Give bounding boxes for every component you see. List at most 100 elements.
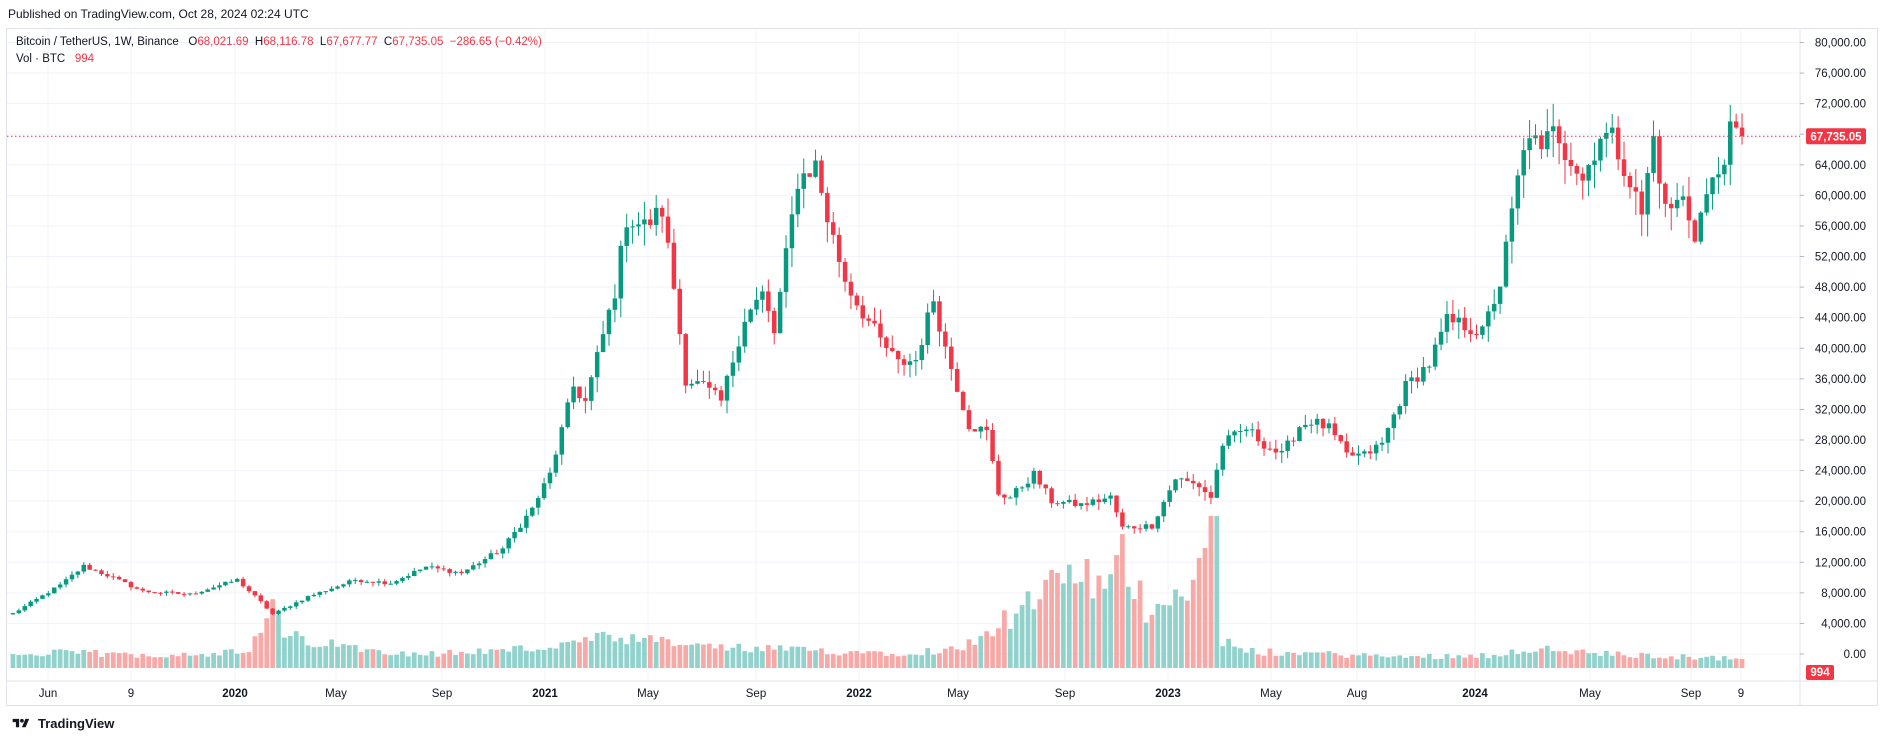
volume-bar — [878, 651, 883, 668]
candle-body — [683, 334, 688, 386]
candle-body — [1232, 431, 1237, 436]
volume-bar — [1615, 651, 1621, 668]
candle-body — [16, 610, 22, 614]
candle-body — [1710, 177, 1715, 195]
candle-body — [1061, 502, 1066, 504]
candle-body — [1055, 503, 1060, 505]
volume-bar — [441, 653, 447, 668]
volume-bar — [1497, 656, 1503, 668]
candle-body — [175, 592, 181, 594]
volume-bar — [1031, 609, 1037, 668]
candle-body — [258, 595, 264, 602]
volume-bar — [99, 656, 104, 668]
candle-body — [152, 592, 157, 594]
volume-bar — [1409, 656, 1414, 668]
volume-bar — [1190, 579, 1196, 668]
candle-body — [181, 593, 187, 595]
candle-body — [1539, 135, 1544, 150]
candle-body — [199, 591, 205, 594]
volume-bar — [1544, 645, 1550, 668]
candle-body — [1167, 490, 1172, 502]
volume-bar — [842, 653, 848, 668]
candle-body — [122, 579, 128, 583]
volume-bar — [795, 646, 801, 668]
candle-body — [630, 226, 635, 228]
candle-body — [441, 568, 446, 570]
volume-bar — [1362, 653, 1367, 668]
volume-bar — [583, 637, 588, 668]
volume-bar — [411, 652, 417, 668]
volume-bar — [93, 649, 98, 668]
volume-bar — [270, 599, 275, 668]
volume-bar — [748, 652, 753, 668]
volume-bar — [22, 654, 28, 668]
volume-bar — [169, 654, 175, 668]
volume-bar — [624, 644, 630, 668]
volume-bar — [1521, 651, 1527, 668]
candle-body — [984, 426, 989, 430]
volume-bar — [1179, 596, 1184, 668]
candle-body — [1379, 442, 1385, 445]
candle-body — [665, 216, 671, 243]
candle-body — [547, 472, 553, 484]
volume-bar — [34, 655, 39, 668]
volume-bar — [1220, 646, 1226, 668]
time-tick-label: 2021 — [532, 688, 558, 700]
candle-body — [506, 538, 511, 549]
volume-bar — [1002, 610, 1007, 668]
high-label: H — [254, 36, 264, 48]
candle-body — [1261, 441, 1267, 449]
candle-body — [358, 580, 364, 583]
volume-bar — [1019, 605, 1025, 668]
candle-body — [642, 219, 647, 225]
candle-body — [282, 607, 287, 611]
time-tick-label: 2020 — [222, 688, 248, 700]
candle-body — [1049, 488, 1054, 504]
candle-body — [1037, 470, 1043, 485]
volume-badge-label: 994 — [1810, 667, 1830, 679]
volume-bar — [258, 632, 264, 668]
volume-bar — [712, 648, 718, 668]
candle-body — [1096, 499, 1102, 502]
volume-bar — [577, 642, 582, 668]
candle-body — [577, 386, 582, 399]
candle-body — [1639, 191, 1644, 215]
chart-frame — [6, 28, 1878, 706]
volume-bar — [925, 648, 931, 668]
volume-bar — [476, 648, 482, 668]
volume-bar — [228, 649, 234, 668]
volume-bar — [854, 650, 860, 668]
open-label: O — [188, 36, 198, 48]
volume-bar — [470, 654, 476, 668]
last-price-badge-label: 67,735.05 — [1810, 131, 1862, 143]
candle-body — [1291, 440, 1296, 442]
volume-bar — [63, 650, 69, 668]
time-tick-label: 2023 — [1155, 688, 1181, 700]
candle-body — [1373, 444, 1379, 454]
price-tick-label: 60,000.00 — [1815, 190, 1866, 202]
candle-body — [1604, 132, 1609, 139]
volume-bar — [1013, 613, 1019, 668]
volume-label[interactable]: Vol · BTC — [16, 53, 66, 65]
volume-bar — [1320, 652, 1326, 668]
candle-body — [648, 219, 653, 225]
candle-body — [943, 331, 948, 347]
candle-body — [1314, 418, 1320, 425]
time-tick-label: Aug — [1347, 688, 1367, 700]
candle-body — [288, 606, 293, 608]
candle-body — [1279, 450, 1284, 453]
volume-bar — [706, 643, 712, 668]
volume-bar — [518, 645, 523, 668]
volume-bar — [754, 646, 759, 668]
volume-bar — [1603, 651, 1609, 668]
candle-body — [217, 585, 222, 588]
candle-body — [1450, 313, 1456, 323]
candle-body — [754, 299, 759, 310]
volume-bar — [860, 653, 866, 668]
tradingview-logo[interactable]: TradingView — [10, 716, 114, 731]
volume-bar — [1580, 649, 1586, 668]
symbol-label[interactable]: Bitcoin / TetherUS, 1W, Binance — [16, 36, 179, 48]
volume-bar — [488, 649, 494, 668]
candle-body — [1716, 174, 1721, 178]
